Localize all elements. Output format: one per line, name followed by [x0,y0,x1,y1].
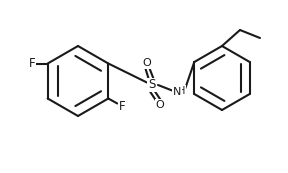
Text: H: H [178,86,186,96]
Text: O: O [156,100,164,110]
Text: S: S [148,79,156,92]
Text: F: F [119,100,126,113]
Text: O: O [143,58,151,68]
Text: N: N [173,87,181,97]
Text: F: F [29,57,35,70]
